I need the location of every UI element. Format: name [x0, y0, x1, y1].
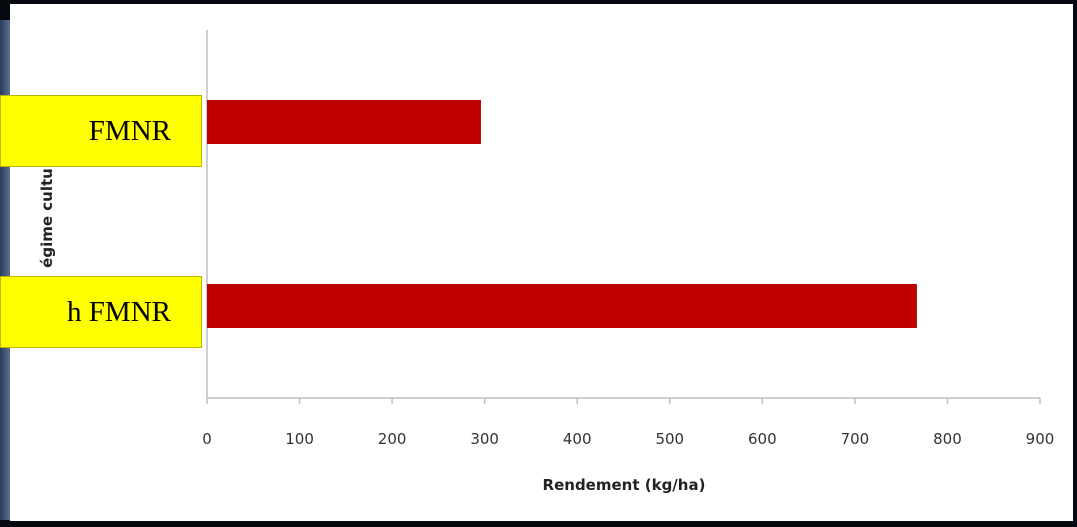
- x-tick-label: 800: [933, 430, 962, 448]
- category-label: h FMNR: [67, 295, 171, 328]
- category-label-box: FMNR: [0, 95, 202, 167]
- left-edge-strip: [0, 20, 10, 520]
- y-axis-label: égime cultu: [38, 168, 56, 268]
- x-tick-label: 0: [202, 430, 212, 448]
- chart-area: [10, 4, 1073, 521]
- category-label: FMNR: [88, 114, 171, 147]
- x-tick-label: 400: [563, 430, 592, 448]
- bar: [207, 100, 481, 144]
- x-tick-label: 200: [378, 430, 407, 448]
- x-ticks: 0 100 200 300 400 500 600 700 800 900: [202, 398, 1054, 448]
- bars: [207, 100, 917, 328]
- x-tick-label: 600: [748, 430, 777, 448]
- x-axis-label: Rendement (kg/ha): [543, 476, 706, 494]
- bar: [207, 284, 917, 328]
- category-label-box: h FMNR: [0, 276, 202, 348]
- x-tick-label: 900: [1026, 430, 1055, 448]
- axes: [206, 30, 1040, 399]
- x-tick-label: 300: [470, 430, 499, 448]
- x-tick-label: 100: [285, 430, 314, 448]
- x-tick-label: 500: [655, 430, 684, 448]
- x-tick-label: 700: [841, 430, 870, 448]
